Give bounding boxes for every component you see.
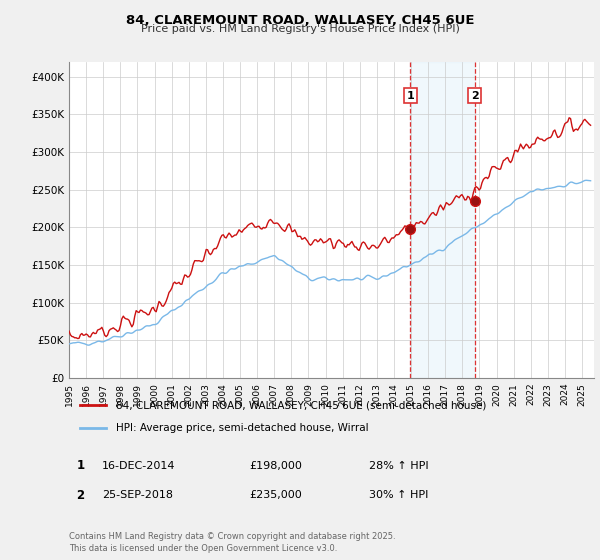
- Text: 25-SEP-2018: 25-SEP-2018: [102, 490, 173, 500]
- Text: HPI: Average price, semi-detached house, Wirral: HPI: Average price, semi-detached house,…: [116, 423, 369, 433]
- Text: Contains HM Land Registry data © Crown copyright and database right 2025.
This d: Contains HM Land Registry data © Crown c…: [69, 533, 395, 553]
- Text: 2: 2: [76, 488, 85, 502]
- Text: 2: 2: [471, 91, 479, 100]
- Text: 1: 1: [76, 459, 85, 473]
- Text: 30% ↑ HPI: 30% ↑ HPI: [369, 490, 428, 500]
- Text: 84, CLAREMOUNT ROAD, WALLASEY, CH45 6UE (semi-detached house): 84, CLAREMOUNT ROAD, WALLASEY, CH45 6UE …: [116, 400, 487, 410]
- Text: £198,000: £198,000: [249, 461, 302, 471]
- Text: Price paid vs. HM Land Registry's House Price Index (HPI): Price paid vs. HM Land Registry's House …: [140, 24, 460, 34]
- Text: £235,000: £235,000: [249, 490, 302, 500]
- Bar: [410, 62, 475, 378]
- Text: 84, CLAREMOUNT ROAD, WALLASEY, CH45 6UE: 84, CLAREMOUNT ROAD, WALLASEY, CH45 6UE: [126, 14, 474, 27]
- Text: 1: 1: [406, 91, 414, 100]
- Text: 16-DEC-2014: 16-DEC-2014: [102, 461, 176, 471]
- Text: 28% ↑ HPI: 28% ↑ HPI: [369, 461, 428, 471]
